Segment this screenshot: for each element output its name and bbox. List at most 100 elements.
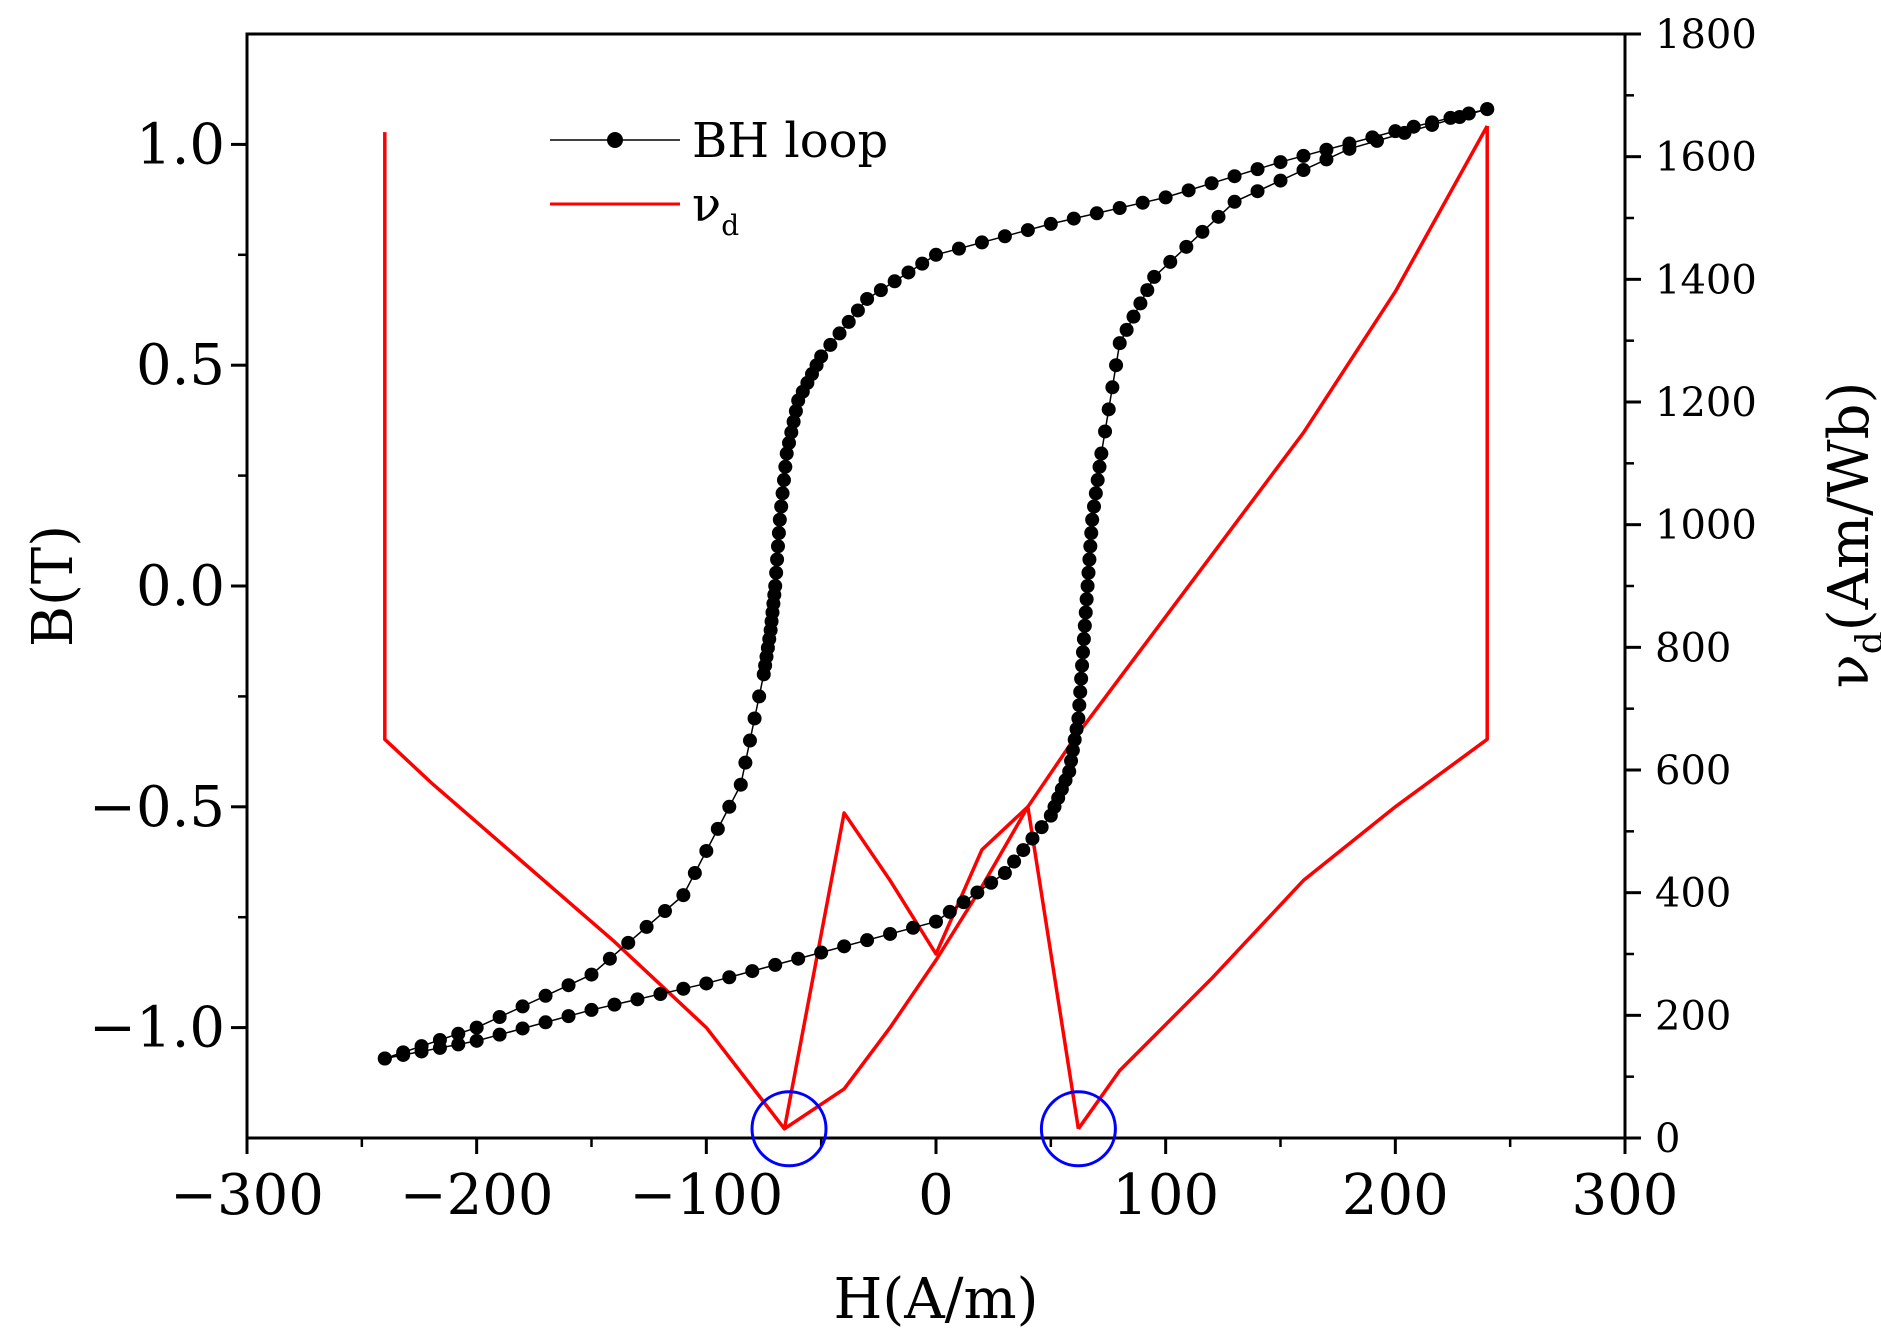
bh-data-point — [942, 904, 957, 919]
bh-data-point — [752, 689, 767, 704]
bh-data-point — [832, 326, 847, 341]
bh-data-point — [860, 291, 875, 306]
min-highlight-circle — [1039, 1090, 1117, 1168]
bh-data-point — [873, 283, 888, 298]
bh-data-point — [772, 512, 787, 527]
bh-data-point — [791, 951, 806, 966]
y-left-tick-label: −1.0 — [89, 996, 225, 1061]
y-left-tick-label: 0.5 — [136, 333, 225, 398]
bh-data-point — [1077, 618, 1092, 633]
bh-data-point — [1227, 169, 1242, 184]
bh-data-point — [1133, 296, 1148, 311]
bh-data-point — [722, 970, 737, 985]
bh-data-point — [1101, 402, 1116, 417]
y-right-tick-label: 1200 — [1655, 380, 1757, 426]
ticks-layer: −300 −200 −100 0 100 200 300 1.0 0.5 0.0 −0.5 −1.0 0… — [89, 12, 1757, 1228]
plot-frame — [245, 32, 1627, 1140]
bh-data-point — [774, 499, 789, 514]
bh-data-point — [1081, 565, 1096, 580]
bh-data-point — [1369, 133, 1384, 148]
legend: BH loop νd — [550, 113, 888, 242]
bh-data-point — [1090, 473, 1105, 488]
bh-data-point — [676, 981, 691, 996]
bh-data-point — [733, 777, 748, 792]
bh-data-point — [997, 866, 1012, 881]
bh-data-point — [1135, 195, 1150, 210]
y-right-tick-label: 200 — [1655, 993, 1731, 1039]
bh-data-point — [778, 459, 793, 474]
bh-data-point — [974, 235, 989, 250]
bh-data-point — [823, 337, 838, 352]
bh-data-point — [915, 256, 930, 271]
bh-data-point — [1211, 209, 1226, 224]
bh-data-point — [1342, 141, 1357, 156]
bh-data-point — [1084, 526, 1099, 541]
bh-data-point — [747, 711, 762, 726]
bh-data-point — [710, 821, 725, 836]
bh-data-point — [837, 939, 852, 954]
bh-data-point — [1112, 200, 1127, 215]
bh-data-point — [1296, 148, 1311, 163]
bh-data-point — [1066, 211, 1081, 226]
x-tick-label: 200 — [1342, 1163, 1449, 1228]
bh-data-point — [1074, 671, 1089, 686]
bh-data-point — [1105, 380, 1120, 395]
bh-data-point — [377, 1051, 392, 1066]
bh-data-point — [776, 473, 791, 488]
bh-data-point — [492, 1010, 507, 1025]
min-highlight-circle — [750, 1090, 828, 1168]
bh-data-point — [1425, 117, 1440, 132]
nu-d-line — [782, 125, 1489, 1130]
bh-data-point — [997, 229, 1012, 244]
bh-data-point — [984, 875, 999, 890]
annotation-circles — [750, 1090, 1117, 1168]
bh-data-point — [738, 755, 753, 770]
bh-data-point — [657, 904, 672, 919]
bh-data-point — [1082, 552, 1097, 567]
bh-data-point — [1181, 183, 1196, 198]
bh-data-point — [841, 314, 856, 329]
bh-data-point — [584, 1002, 599, 1017]
x-axis-title: H(A/m) — [834, 1267, 1039, 1332]
y-left-tick-label: −0.5 — [89, 775, 225, 840]
bh-data-point — [469, 1020, 484, 1035]
bh-data-point — [782, 435, 797, 450]
bh-data-point — [1065, 743, 1080, 758]
bh-data-point — [1204, 176, 1219, 191]
bh-data-point — [742, 733, 757, 748]
bh-data-point — [1227, 194, 1242, 209]
bh-data-point — [722, 799, 737, 814]
bh-data-point — [1140, 283, 1155, 298]
legend-nu-main: ν — [692, 177, 721, 233]
bh-data-point — [630, 992, 645, 1007]
bh-data-point — [1025, 831, 1040, 846]
bh-data-point — [1273, 155, 1288, 170]
bh-data-point — [469, 1033, 484, 1048]
bh-data-point — [1062, 764, 1077, 779]
y-right-tick-label: 1400 — [1655, 257, 1757, 303]
y-right-tick-label: 800 — [1655, 625, 1731, 671]
nu-d-series — [383, 125, 1489, 1131]
legend-bh-marker — [607, 132, 623, 148]
bh-data-point — [1088, 486, 1103, 501]
bh-data-point — [791, 393, 806, 408]
bh-data-point — [1076, 631, 1091, 646]
y-right-tick-label: 600 — [1655, 748, 1731, 794]
bh-data-point — [699, 843, 714, 858]
bh-data-point — [538, 1015, 553, 1030]
bh-data-point — [396, 1047, 411, 1062]
bh-data-point — [515, 999, 530, 1014]
bh-data-point — [561, 978, 576, 993]
bh-data-point — [756, 667, 771, 682]
bh-data-point — [887, 274, 902, 289]
bh-data-point — [1043, 216, 1058, 231]
bh-data-point — [768, 957, 783, 972]
bh-data-point — [1179, 239, 1194, 254]
y-left-tick-label: 0.0 — [136, 554, 225, 619]
bh-data-point — [1296, 163, 1311, 178]
bh-data-point — [1147, 269, 1162, 284]
y-axis-right-title-sub: d — [1850, 631, 1881, 654]
bh-data-point — [1083, 539, 1098, 554]
bh-data-point — [1016, 843, 1031, 858]
